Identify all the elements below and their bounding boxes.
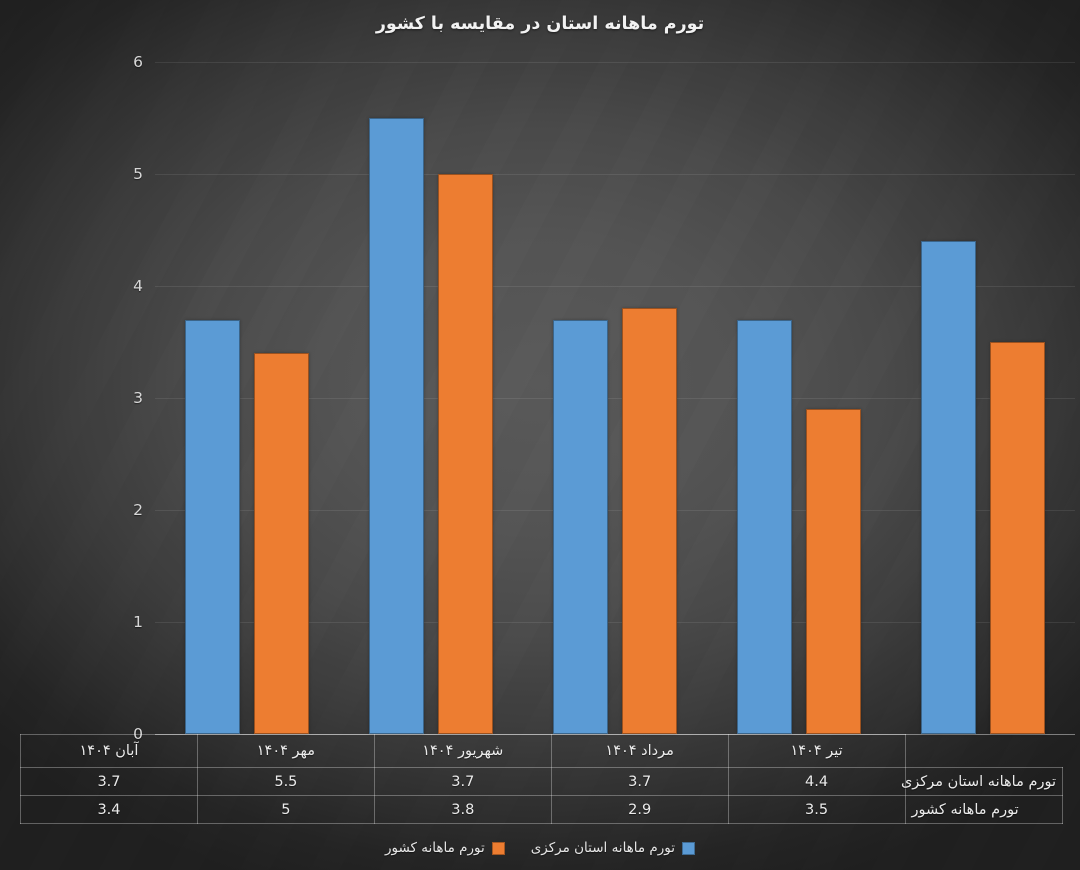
table-cell: 5.5 — [196, 767, 375, 796]
y-axis-tick-6: 6 — [133, 53, 143, 71]
bar[interactable] — [806, 409, 861, 734]
y-axis-tick-1: 1 — [133, 613, 143, 631]
table-column-header: مرداد ۱۴۰۴ — [550, 734, 729, 768]
table-row: تورم ماهانه استان مرکزی 4.4 3.7 3.7 5.5 3.7 — [20, 767, 1063, 796]
table-cell: 3.4 — [20, 795, 198, 824]
bar[interactable] — [369, 118, 424, 734]
bar[interactable] — [438, 174, 493, 734]
table-corner-cell — [905, 735, 1063, 768]
table-column-header: شهریور ۱۴۰۴ — [373, 734, 552, 768]
bar[interactable] — [921, 241, 976, 734]
bar-groups — [155, 62, 1075, 734]
table-cell: 4.4 — [727, 767, 906, 796]
table-cell: 2.9 — [550, 795, 729, 824]
bar-group — [155, 62, 339, 734]
table-cell: 3.7 — [373, 767, 552, 796]
gridline-5 — [155, 174, 1075, 175]
bar[interactable] — [553, 319, 608, 734]
chart-legend: تورم ماهانه استان مرکزی تورم ماهانه کشور — [0, 840, 1080, 856]
bar-group — [707, 62, 891, 734]
legend-swatch-icon — [682, 841, 696, 855]
gridline-4 — [155, 286, 1075, 287]
y-axis-tick-3: 3 — [133, 389, 143, 407]
y-axis-tick-4: 4 — [133, 277, 143, 295]
table-column-header: تیر ۱۴۰۴ — [727, 734, 906, 768]
legend-item[interactable]: تورم ماهانه استان مرکزی — [530, 840, 696, 856]
bar-group — [891, 62, 1075, 734]
table-row: تورم ماهانه کشور 3.5 2.9 3.8 5 3.4 — [20, 795, 1063, 824]
legend-label: تورم ماهانه کشور — [384, 840, 485, 856]
y-axis-tick-2: 2 — [133, 501, 143, 519]
bar[interactable] — [185, 319, 240, 734]
gridline-6 — [155, 62, 1075, 63]
legend-label: تورم ماهانه استان مرکزی — [530, 840, 676, 856]
y-axis-tick-5: 5 — [133, 165, 143, 183]
bar[interactable] — [254, 353, 309, 734]
legend-item[interactable]: تورم ماهانه کشور — [385, 840, 505, 856]
table-cell: 3.5 — [727, 795, 906, 824]
bar[interactable] — [737, 319, 792, 734]
chart-title: تورم ماهانه استان در مقایسه با کشور — [375, 14, 705, 34]
legend-swatch-icon — [491, 841, 505, 855]
gridline-2 — [155, 510, 1075, 511]
table-header-row: تیر ۱۴۰۴ مرداد ۱۴۰۴ شهریور ۱۴۰۴ مهر ۱۴۰۴ آبا… — [20, 734, 1063, 768]
table-row-label: تورم ماهانه استان مرکزی — [901, 767, 1063, 796]
table-cell: 3.7 — [550, 767, 729, 796]
table-cell: 3.8 — [373, 795, 552, 824]
table-column-header: آبان ۱۴۰۴ — [20, 734, 198, 768]
bar-group — [339, 62, 523, 734]
bar-group — [523, 62, 707, 734]
table-row-label: تورم ماهانه کشور — [904, 795, 1063, 824]
bar[interactable] — [622, 308, 677, 734]
table-cell: 3.7 — [20, 767, 198, 796]
gridline-1 — [155, 622, 1075, 623]
gridline-3 — [155, 398, 1075, 399]
table-column-header: مهر ۱۴۰۴ — [196, 734, 375, 768]
bar[interactable] — [990, 342, 1045, 734]
table-cell: 5 — [196, 795, 375, 824]
data-table: تیر ۱۴۰۴ مرداد ۱۴۰۴ شهریور ۱۴۰۴ مهر ۱۴۰۴ آبا… — [20, 734, 1063, 824]
